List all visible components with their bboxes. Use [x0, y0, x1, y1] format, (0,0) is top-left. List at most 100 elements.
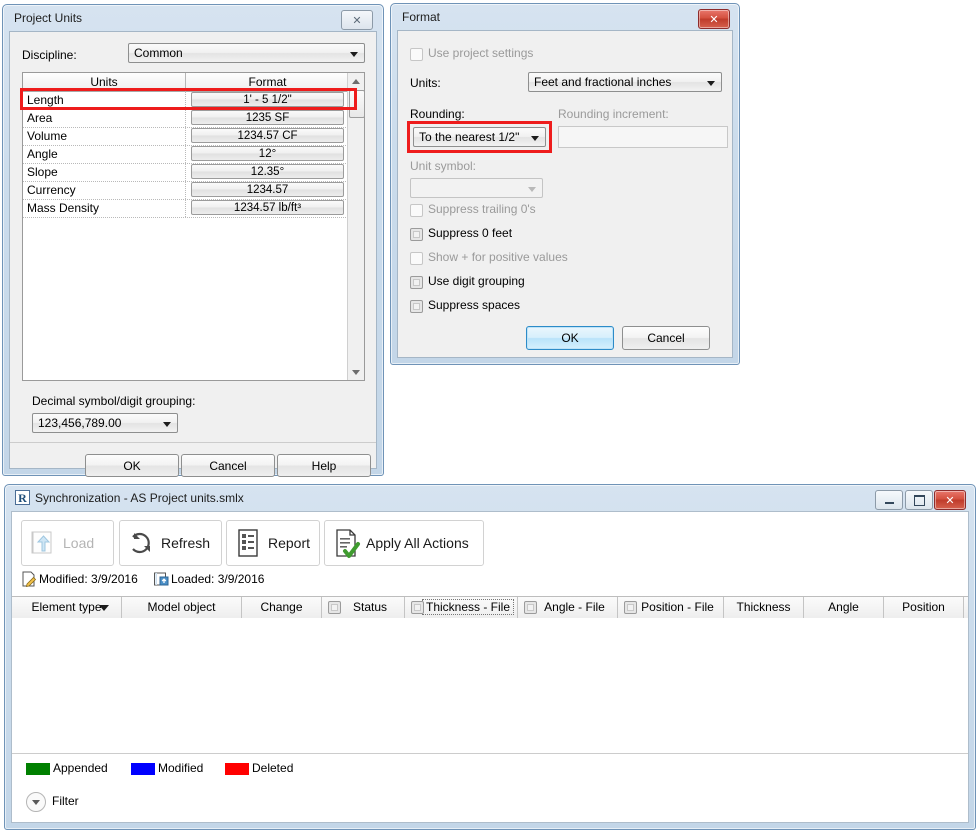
unit-format-button[interactable]: 12.35°: [191, 164, 344, 179]
show-plus-positive-label: Show + for positive values: [428, 250, 568, 264]
decimal-symbol-label: Decimal symbol/digit grouping:: [32, 394, 196, 408]
suppress-spaces-checkbox[interactable]: [410, 300, 423, 313]
legend-label-modified: Modified: [158, 761, 204, 775]
unit-symbol-combo[interactable]: [410, 178, 543, 198]
maximize-icon[interactable]: [905, 490, 933, 510]
sync-body: Load Refresh Report: [11, 511, 969, 823]
column-header-element-type[interactable]: Element type: [12, 597, 122, 618]
column-header-angle-file[interactable]: Angle - File: [518, 597, 618, 618]
loaded-status: Loaded: 3/9/2016: [171, 572, 265, 586]
suppress-spaces-label: Suppress spaces: [428, 298, 521, 312]
rounding-increment-label: Rounding increment:: [558, 107, 669, 121]
results-grid-header: Element type Model object Change Status …: [12, 596, 968, 620]
unit-format-button[interactable]: 12°: [191, 146, 344, 161]
apply-all-actions-button[interactable]: Apply All Actions: [324, 520, 484, 566]
table-row[interactable]: Length 1' - 5 1/2": [23, 91, 364, 110]
scroll-down-icon[interactable]: [348, 364, 364, 380]
unit-format-button[interactable]: 1234.57 lb/ft³: [191, 200, 344, 215]
angle-file-column-checkbox[interactable]: [524, 601, 537, 614]
use-digit-grouping-label: Use digit grouping: [428, 274, 525, 288]
load-icon: [29, 527, 59, 559]
column-header-status[interactable]: Status: [322, 597, 405, 618]
suppress-zero-feet-label: Suppress 0 feet: [428, 226, 513, 240]
refresh-button[interactable]: Refresh: [119, 520, 222, 566]
column-header-position[interactable]: Position: [884, 597, 964, 618]
column-header-angle[interactable]: Angle: [804, 597, 884, 618]
units-table-scrollbar[interactable]: [347, 73, 365, 380]
table-row[interactable]: Currency 1234.57: [23, 181, 364, 200]
legend-label-deleted: Deleted: [252, 761, 294, 775]
modified-icon: [21, 571, 37, 588]
units-combo[interactable]: Feet and fractional inches: [528, 72, 722, 92]
unit-format-button[interactable]: 1234.57 CF: [191, 128, 344, 143]
use-digit-grouping-checkbox[interactable]: [410, 276, 423, 289]
ok-button[interactable]: OK: [85, 454, 179, 477]
close-icon[interactable]: ✕: [698, 9, 730, 29]
column-header-thickness-file-label: Thickness - File: [421, 599, 515, 615]
column-header-model-object[interactable]: Model object: [122, 597, 242, 618]
cancel-button[interactable]: Cancel: [181, 454, 275, 477]
thickness-file-column-checkbox[interactable]: [411, 601, 424, 614]
column-header-change[interactable]: Change: [242, 597, 322, 618]
status-column-checkbox[interactable]: [328, 601, 341, 614]
format-titlebar[interactable]: Format ✕: [391, 4, 739, 30]
table-row[interactable]: Angle 12°: [23, 145, 364, 164]
load-label: Load: [63, 535, 95, 551]
filter-toggle-icon[interactable]: [26, 792, 46, 812]
suppress-trailing-zeros-checkbox[interactable]: [410, 204, 423, 217]
svg-text:R: R: [18, 491, 27, 505]
rounding-increment-input[interactable]: [558, 126, 728, 148]
cancel-button[interactable]: Cancel: [622, 326, 710, 350]
apply-all-icon: [332, 527, 362, 559]
minimize-icon[interactable]: [875, 490, 903, 510]
rounding-value: To the nearest 1/2": [419, 130, 520, 144]
format-body: Use project settings Units: Feet and fra…: [397, 30, 733, 358]
table-row[interactable]: Volume 1234.57 CF: [23, 127, 364, 146]
column-header-thickness[interactable]: Thickness: [724, 597, 804, 618]
table-row[interactable]: Slope 12.35°: [23, 163, 364, 182]
suppress-zero-feet-checkbox[interactable]: [410, 228, 423, 241]
unit-name: Area: [27, 111, 53, 125]
use-project-settings-checkbox[interactable]: [410, 48, 423, 61]
refresh-label: Refresh: [161, 535, 211, 551]
units-value: Feet and fractional inches: [534, 75, 672, 89]
column-header-position-file-label: Position - File: [641, 600, 714, 614]
results-grid-body[interactable]: [12, 618, 968, 753]
show-plus-positive-checkbox[interactable]: [410, 252, 423, 265]
filter-label: Filter: [52, 794, 79, 808]
discipline-combo[interactable]: Common: [128, 43, 365, 63]
unit-name: Slope: [27, 165, 58, 179]
column-header-thickness-file[interactable]: Thickness - File: [405, 597, 518, 618]
column-header-position-file[interactable]: Position - File: [618, 597, 724, 618]
column-header-angle-file-label: Angle - File: [544, 600, 605, 614]
report-button[interactable]: Report: [226, 520, 320, 566]
position-file-column-checkbox[interactable]: [624, 601, 637, 614]
rounding-combo[interactable]: To the nearest 1/2": [413, 127, 546, 147]
revit-r-icon: R: [15, 490, 30, 505]
unit-name: Mass Density: [27, 201, 100, 215]
sync-titlebar[interactable]: R Synchronization - AS Project units.sml…: [5, 485, 975, 511]
scroll-up-icon[interactable]: [348, 73, 364, 89]
loaded-icon: [153, 571, 169, 587]
chevron-down-icon: [707, 81, 715, 86]
unit-format-button[interactable]: 1234.57: [191, 182, 344, 197]
close-icon[interactable]: ✕: [341, 10, 373, 30]
scrollbar-thumb[interactable]: [349, 90, 365, 118]
project-units-body: Discipline: Common Units Format Length 1…: [9, 31, 377, 477]
project-units-titlebar[interactable]: Project Units ✕: [3, 5, 383, 31]
table-row[interactable]: Area 1235 SF: [23, 109, 364, 128]
help-button[interactable]: Help: [277, 454, 371, 477]
load-button[interactable]: Load: [21, 520, 114, 566]
chevron-down-icon: [528, 187, 536, 192]
sort-desc-icon: [99, 605, 109, 611]
report-label: Report: [268, 535, 311, 551]
table-row[interactable]: Mass Density 1234.57 lb/ft³: [23, 199, 364, 218]
unit-format-button[interactable]: 1' - 5 1/2": [191, 92, 344, 107]
decimal-symbol-combo[interactable]: 123,456,789.00: [32, 413, 178, 433]
column-header-format[interactable]: Format: [186, 73, 350, 91]
modified-status: Modified: 3/9/2016: [39, 572, 138, 586]
unit-format-button[interactable]: 1235 SF: [191, 110, 344, 125]
close-icon[interactable]: ✕: [934, 490, 966, 510]
column-header-units[interactable]: Units: [23, 73, 186, 91]
ok-button[interactable]: OK: [526, 326, 614, 350]
